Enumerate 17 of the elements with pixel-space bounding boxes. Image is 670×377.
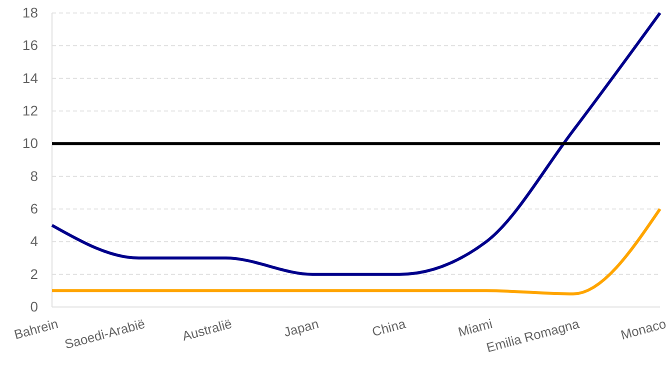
x-tick-label: China [370,316,408,340]
x-tick-label: Bahrein [12,316,60,342]
y-tick-label: 14 [22,70,38,86]
x-tick-label: Miami [456,316,494,340]
y-tick-label: 16 [22,37,38,54]
y-tick-label: 2 [30,266,38,282]
y-tick-label: 18 [22,4,38,20]
y-tick-label: 10 [22,135,38,152]
y-tick-label: 4 [30,233,38,250]
line-series [50,12,662,276]
x-tick-label: Australië [180,316,234,344]
y-tick-label: 12 [22,102,38,118]
y-tick-label: 6 [30,200,38,216]
x-tick-label: Japan [282,316,320,340]
x-tick-label: Monaco [619,316,668,342]
y-tick-label: 0 [30,298,38,314]
y-tick-label: 8 [30,168,38,184]
